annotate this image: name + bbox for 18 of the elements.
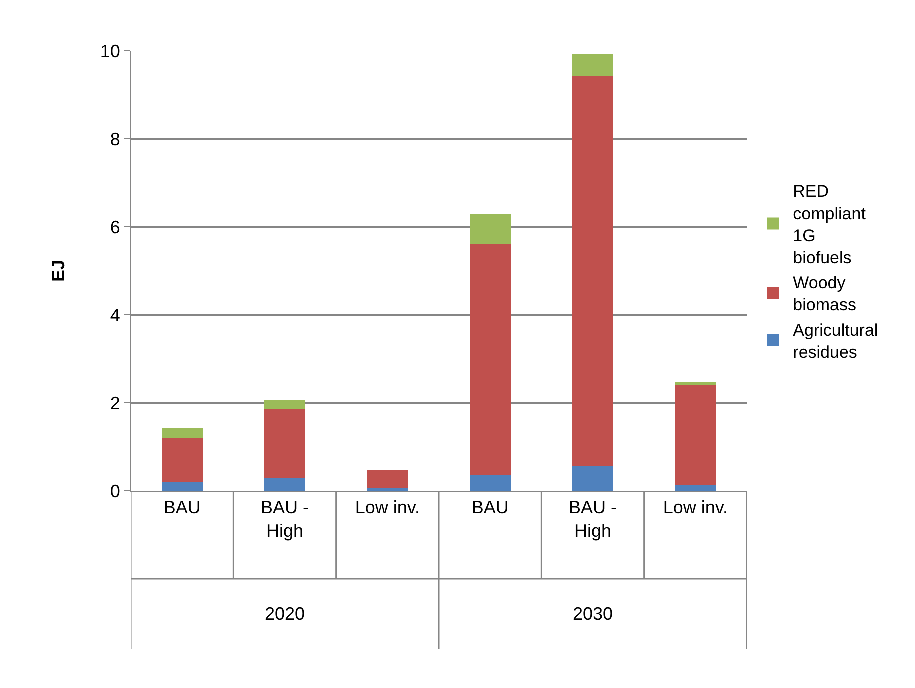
x-tick-label: BAU (472, 498, 509, 518)
x-tick-label: Low inv. (663, 498, 728, 518)
legend-label: Woody biomass (793, 274, 856, 315)
legend-label: RED compliant 1G biofuels (793, 182, 866, 268)
x-tick-label: BAU - High (260, 498, 310, 541)
y-tick-label: 6 (110, 217, 120, 238)
y-tick-label: 0 (110, 481, 120, 502)
y-tick-label: 2 (110, 393, 120, 414)
x-tick-label: BAU (164, 498, 201, 518)
x-tick-label: BAU - High (568, 498, 618, 541)
text: 2030 (573, 604, 614, 624)
y-axis-title: EJ (48, 260, 69, 282)
y-tick-label: 4 (110, 305, 120, 326)
y-tick-label: 10 (100, 41, 120, 62)
y-tick-label: 8 (110, 129, 120, 150)
text: 2020 (265, 604, 306, 624)
legend-label: Agricultural residues (793, 320, 878, 362)
x-tick-label: Low inv. (355, 498, 420, 518)
